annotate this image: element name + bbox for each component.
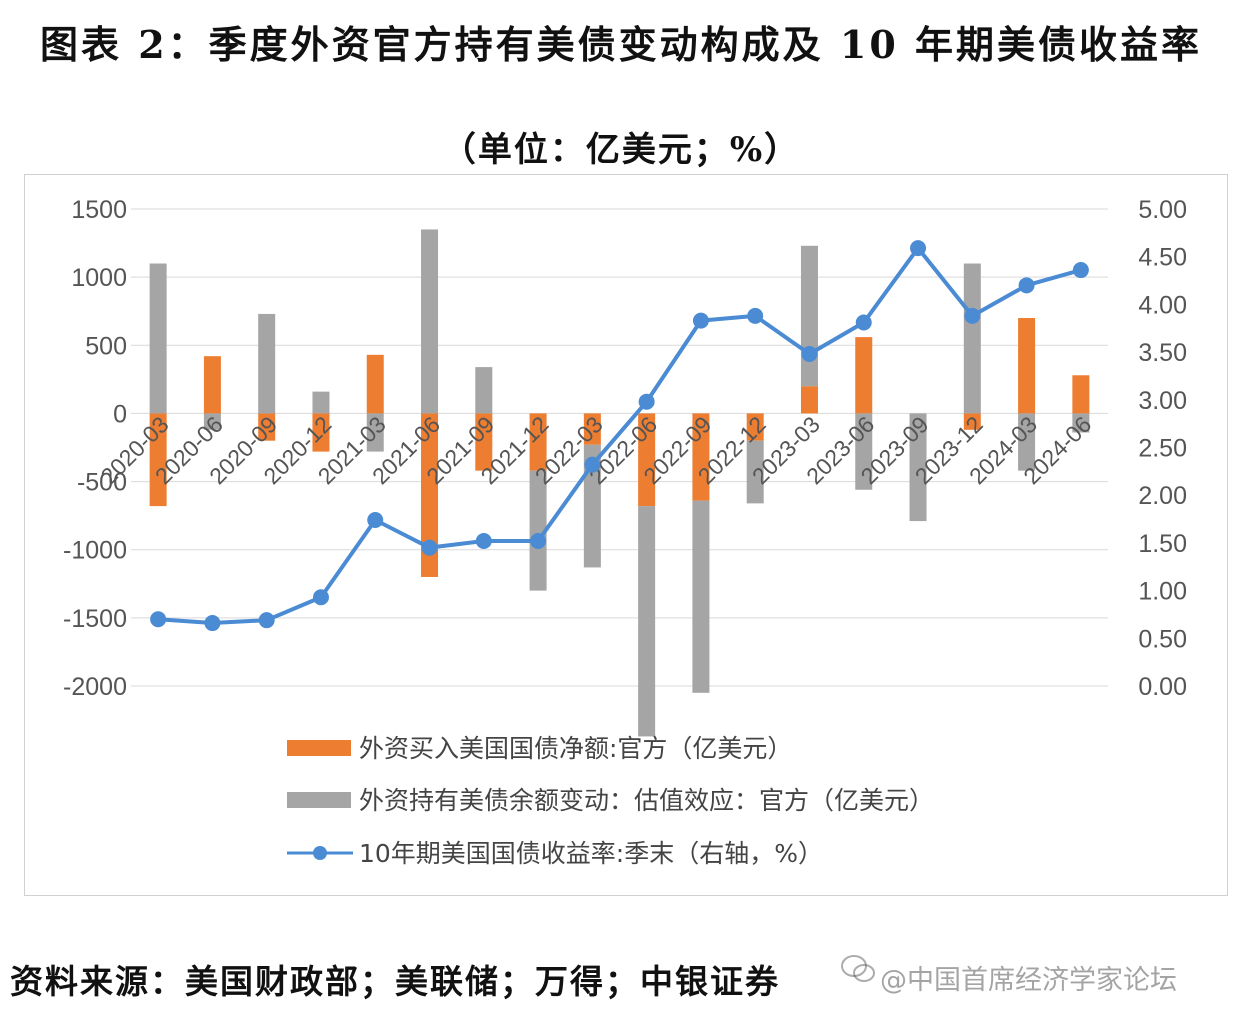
- yield-point: [312, 589, 329, 606]
- yield-line: [157, 246, 1082, 626]
- legend-swatch-valuation-effect: [287, 792, 351, 808]
- chart-frame: 1500 1000 500 0 -500 -1000 -1500 -2000 5.00 4.50 4…: [24, 174, 1228, 896]
- bar-valuation-effect: [421, 229, 439, 414]
- y-right-tick-label: 1.00: [1138, 578, 1187, 606]
- yield-point: [638, 393, 655, 410]
- yield-point: [910, 240, 927, 257]
- yield-point: [150, 611, 167, 628]
- bar-valuation-effect: [475, 367, 493, 414]
- y-right-tick-label: 4.50: [1138, 244, 1187, 272]
- bar-valuation-effect: [529, 470, 547, 591]
- y-left-tick-label: -500: [77, 469, 127, 497]
- yield-point: [692, 312, 709, 329]
- bar-net-purchase: [149, 413, 167, 507]
- watermark: @中国首席经济学家论坛: [880, 965, 1177, 996]
- y-right-tick-label: 5.00: [1138, 196, 1187, 224]
- yield-point: [747, 307, 764, 324]
- bar-net-purchase: [203, 356, 221, 414]
- bar-valuation-effect: [692, 500, 710, 693]
- bar-valuation-effect: [366, 413, 384, 452]
- legend-swatch-yield-marker: [313, 846, 327, 860]
- y-right-tick-label: 4.00: [1138, 291, 1187, 319]
- yield-point: [584, 456, 601, 473]
- chart-svg: 1500 1000 500 0 -500 -1000 -1500 -2000 5.00 4.50 4…: [63, 196, 1187, 868]
- bar-net-purchase: [1018, 318, 1036, 414]
- yield-point: [475, 532, 492, 549]
- yield-point: [1072, 262, 1089, 279]
- bar-valuation-effect: [258, 313, 276, 414]
- chart-subtitle: （单位：亿美元；%）: [441, 130, 801, 170]
- yield-point: [1018, 277, 1035, 294]
- bar-valuation-effect: [1072, 413, 1090, 433]
- y-left-tick-label: -1500: [63, 605, 127, 633]
- legend-label: 外资持有美债余额变动：估值效应：官方（亿美元）: [359, 786, 934, 815]
- bar-valuation-effect: [909, 413, 927, 522]
- bar-valuation-effect: [800, 245, 818, 387]
- yield-point: [258, 612, 275, 629]
- bar-net-purchase: [529, 413, 547, 471]
- yield-point: [367, 512, 384, 529]
- y-right-tick-label: 3.00: [1138, 387, 1187, 415]
- y-left-tick-label: 1000: [71, 264, 127, 292]
- y-right-tick-label: 0.50: [1138, 625, 1187, 653]
- bar-net-purchase: [583, 413, 601, 445]
- y-right-tick-label: 2.50: [1138, 435, 1187, 463]
- bar-net-purchase: [1072, 375, 1090, 414]
- yield-point: [855, 314, 872, 331]
- y-right-tick-label: 3.50: [1138, 339, 1187, 367]
- bar-net-purchase: [746, 413, 764, 441]
- chart-title: 图表 2：季度外资官方持有美债变动构成及 10 年期美债收益率: [39, 22, 1202, 67]
- legend-swatch-net-purchase: [287, 740, 351, 756]
- y-left-tick-label: 500: [85, 332, 127, 360]
- bar-valuation-effect: [583, 444, 601, 568]
- legend-label: 外资买入美国国债净额:官方（亿美元）: [359, 734, 792, 763]
- bar-valuation-effect: [203, 413, 221, 430]
- bar-net-purchase: [692, 413, 710, 501]
- bar-net-purchase: [963, 413, 981, 430]
- bar-net-purchase: [312, 413, 330, 452]
- bar-net-purchase: [366, 354, 384, 414]
- yield-point: [530, 532, 547, 549]
- y-left-tick-label: -1000: [63, 537, 127, 565]
- y-right-tick-label: 0.00: [1138, 673, 1187, 701]
- bar-valuation-effect: [963, 263, 981, 414]
- bar-net-purchase: [421, 413, 439, 577]
- wechat-icon: [841, 955, 875, 982]
- bar-net-purchase: [800, 386, 818, 414]
- bar-valuation-effect: [1018, 413, 1036, 471]
- yield-point: [964, 307, 981, 324]
- bar-valuation-effect: [638, 506, 656, 737]
- y-right-tick-label: 1.50: [1138, 530, 1187, 558]
- y-left-tick-label: 1500: [71, 196, 127, 224]
- bar-net-purchase: [475, 413, 493, 471]
- source-note: 资料来源：美国财政部；美联储；万得；中银证券: [10, 962, 780, 1001]
- bar-net-purchase: [855, 337, 873, 414]
- y-left-tick-label: 0: [113, 400, 127, 428]
- yield-point: [801, 346, 818, 363]
- yield-point: [421, 539, 438, 556]
- yield-point: [204, 615, 221, 632]
- bar-valuation-effect: [746, 440, 764, 504]
- y-left-tick-label: -2000: [63, 673, 127, 701]
- bar-valuation-effect: [149, 263, 167, 414]
- bar-net-purchase: [638, 413, 656, 507]
- bar-valuation-effect: [312, 391, 330, 414]
- bar-valuation-effect: [855, 413, 873, 490]
- legend-label: 10年期美国国债收益率:季末（右轴，%）: [359, 839, 823, 868]
- bar-net-purchase: [258, 413, 276, 441]
- y-right-tick-label: 2.00: [1138, 482, 1187, 510]
